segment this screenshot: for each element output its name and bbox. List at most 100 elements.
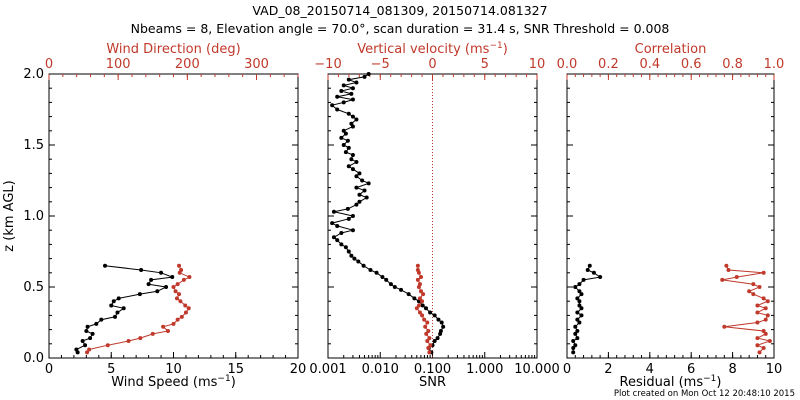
series-top-point bbox=[417, 310, 422, 315]
series-bottom-point bbox=[343, 245, 348, 250]
series-bottom-point bbox=[343, 131, 348, 136]
series-bottom-point bbox=[366, 181, 371, 186]
series-top-point bbox=[420, 313, 425, 318]
series-top-point bbox=[165, 329, 170, 334]
top-tick-label: 1.0 bbox=[764, 57, 785, 72]
series-bottom-point bbox=[331, 209, 336, 214]
series-bottom-point bbox=[575, 329, 580, 334]
series-bottom-point bbox=[137, 292, 142, 297]
series-top-point bbox=[763, 306, 768, 311]
series-top-point bbox=[85, 350, 90, 355]
series-bottom-point bbox=[103, 263, 108, 268]
series-bottom-point bbox=[155, 289, 160, 294]
x-axis-title: Residual (ms−1) bbox=[620, 374, 722, 390]
series-top-point bbox=[150, 331, 155, 336]
series-bottom-point bbox=[380, 275, 385, 280]
series-top-point bbox=[761, 346, 766, 351]
series-bottom-point bbox=[364, 195, 369, 200]
series-bottom-point bbox=[345, 138, 350, 143]
top-tick-label: 100 bbox=[106, 57, 131, 72]
series-top-point bbox=[417, 296, 422, 301]
series-top-line bbox=[722, 265, 772, 353]
x-axis-title: Wind Speed (ms−1) bbox=[111, 374, 236, 390]
series-bottom-point bbox=[350, 97, 355, 102]
top-tick-label: 200 bbox=[175, 57, 200, 72]
top-axis-title-suffix: ) bbox=[503, 42, 508, 57]
series-top-point bbox=[428, 343, 433, 348]
series-bottom-point bbox=[346, 111, 351, 116]
series-bottom-point bbox=[330, 103, 335, 108]
series-top-point bbox=[186, 306, 191, 311]
series-bottom-point bbox=[339, 89, 344, 94]
x-tick-label: 2 bbox=[604, 362, 612, 377]
series-bottom-point bbox=[575, 310, 580, 315]
series-bottom-point bbox=[90, 331, 95, 336]
series-bottom-point bbox=[343, 150, 348, 155]
series-bottom-point bbox=[350, 167, 355, 172]
series-bottom-point bbox=[436, 317, 441, 322]
series-top-point bbox=[757, 350, 762, 355]
series-bottom-point bbox=[139, 267, 144, 272]
series-top-point bbox=[416, 303, 421, 308]
series-bottom-point bbox=[352, 256, 357, 261]
series-bottom-point bbox=[354, 185, 359, 190]
series-top-point bbox=[173, 289, 178, 294]
series-top-point bbox=[726, 267, 731, 272]
series-top-point bbox=[755, 320, 760, 325]
series-top-point bbox=[179, 267, 184, 272]
y-axis-title: z (km AGL) bbox=[2, 180, 17, 251]
series-bottom-point bbox=[575, 317, 580, 322]
chart-title-line1: VAD_08_20150714_081309, 20150714.081327 bbox=[252, 3, 547, 18]
x-axis-title-text: Residual (ms bbox=[620, 375, 704, 390]
series-bottom-point bbox=[354, 117, 359, 122]
series-bottom-point bbox=[423, 306, 428, 311]
y-tick-label: 2.0 bbox=[23, 67, 44, 82]
series-bottom-point bbox=[121, 306, 126, 311]
x-tick-label: 5 bbox=[107, 362, 115, 377]
series-bottom-point bbox=[575, 296, 580, 301]
series-bottom-point bbox=[335, 238, 340, 243]
series-bottom-point bbox=[366, 72, 371, 76]
series-bottom-point bbox=[392, 285, 397, 289]
series-top-point bbox=[765, 313, 770, 318]
series-bottom-point bbox=[585, 267, 590, 272]
x-axis-title-exponent: −1 bbox=[217, 374, 230, 384]
series-bottom-point bbox=[335, 94, 340, 99]
series-bottom-point bbox=[339, 242, 344, 247]
x-axis-title-exponent: −1 bbox=[703, 374, 716, 384]
series-bottom-point bbox=[349, 91, 354, 96]
series-bottom-point bbox=[84, 329, 89, 334]
x-tick-label: 1.000 bbox=[466, 362, 503, 377]
series-bottom-point bbox=[116, 296, 121, 301]
series-bottom-point bbox=[362, 74, 367, 79]
series-bottom-point bbox=[579, 313, 584, 318]
series-top-point bbox=[415, 267, 420, 272]
series-top-point bbox=[426, 346, 431, 351]
x-tick-label: 4 bbox=[646, 362, 654, 377]
series-bottom-point bbox=[579, 306, 584, 311]
series-bottom-point bbox=[341, 128, 346, 133]
series-bottom-point bbox=[577, 299, 582, 304]
series-bottom-point bbox=[374, 270, 379, 275]
series-top-point bbox=[755, 303, 760, 308]
y-tick-label: 1.0 bbox=[23, 209, 44, 224]
series-bottom-point bbox=[581, 277, 586, 282]
series-top-point bbox=[761, 329, 766, 334]
x-tick-label: 10 bbox=[766, 362, 783, 377]
series-top-point bbox=[174, 296, 179, 301]
top-axis-title-text: Vertical velocity (ms bbox=[357, 42, 489, 57]
series-top-point bbox=[755, 336, 760, 341]
footer-created: Plot created on Mon Oct 12 20:48:10 2015 bbox=[614, 389, 795, 399]
series-bottom-point bbox=[356, 259, 361, 264]
series-bottom-point bbox=[111, 299, 116, 304]
y-tick-label: 1.5 bbox=[23, 138, 44, 153]
series-bottom-point bbox=[349, 253, 354, 258]
series-bottom-point bbox=[335, 107, 340, 112]
series-top-point bbox=[87, 347, 92, 352]
series-top-point bbox=[422, 317, 427, 322]
series-bottom-point bbox=[346, 216, 351, 221]
series-bottom-point bbox=[573, 343, 578, 348]
x-axis-title: SNR bbox=[419, 375, 446, 390]
series-bottom-point bbox=[85, 324, 90, 329]
series-bottom-point bbox=[360, 178, 365, 183]
